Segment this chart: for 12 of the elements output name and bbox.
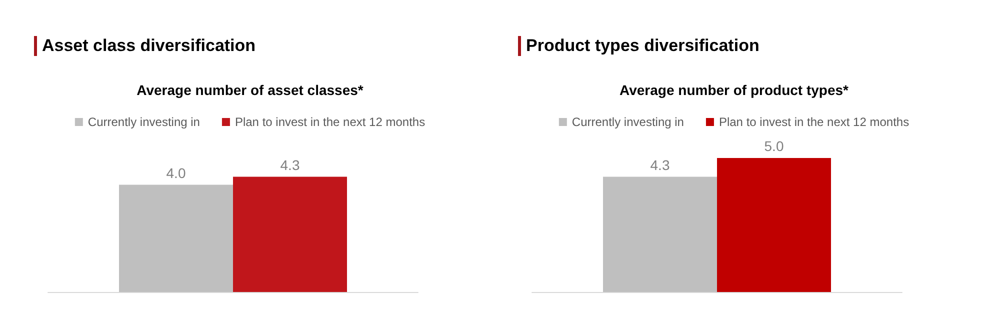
- data-label: 4.3: [280, 156, 300, 173]
- chart-subtitle: Average number of asset classes*: [136, 82, 364, 98]
- chart-subtitle: Average number of product types*: [620, 82, 850, 98]
- chart-title: Asset class diversification: [34, 36, 256, 56]
- legend-label: Plan to invest in the next 12 months: [718, 115, 910, 129]
- legend-label: Currently investing in: [88, 115, 200, 129]
- legend-label: Plan to invest in the next 12 months: [234, 115, 426, 129]
- data-label: 5.0: [764, 138, 784, 154]
- data-label: 4.0: [166, 164, 186, 181]
- chart-title: Product types diversification: [518, 36, 760, 56]
- legend-label: Currently investing in: [572, 115, 684, 129]
- data-label: 4.3: [650, 156, 670, 173]
